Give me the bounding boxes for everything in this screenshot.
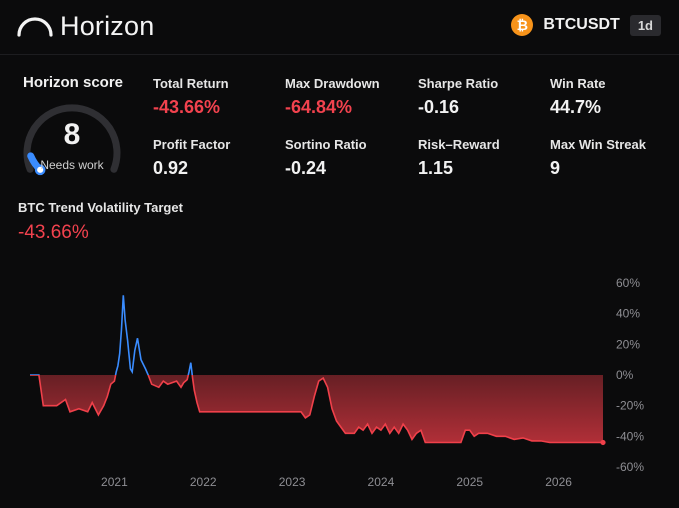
score-title: Horizon score	[22, 74, 124, 91]
metric-label: Total Return	[153, 76, 229, 91]
app-header: Horizon ₿ BTCUSDT 1d	[0, 0, 679, 55]
metric-label: Risk–Reward	[418, 137, 500, 152]
metric-value: 0.92	[153, 158, 189, 178]
score-label: Needs work	[40, 158, 104, 172]
drawdown-area	[30, 375, 603, 443]
metric-profit-factor: Profit Factor 0.92	[153, 137, 230, 179]
metric-sharpe-ratio: Sharpe Ratio -0.16	[418, 76, 498, 118]
x-tick-label: 2026	[545, 475, 572, 489]
horizon-logo[interactable]: Horizon	[16, 10, 154, 42]
score-gauge	[23, 104, 121, 176]
ticker-symbol[interactable]: BTCUSDT	[543, 16, 620, 33]
equity-line-negative	[30, 375, 603, 444]
y-tick-label: 0%	[616, 368, 634, 382]
metric-label: Max Drawdown	[285, 76, 380, 91]
bitcoin-icon: ₿	[511, 14, 534, 36]
y-tick-label: -40%	[616, 429, 644, 443]
x-tick-label: 2025	[456, 475, 483, 489]
metric-win-rate: Win Rate 44.7%	[550, 76, 606, 118]
x-tick-label: 2023	[279, 475, 306, 489]
app-name: Horizon	[60, 10, 155, 41]
metric-value: -0.24	[285, 158, 327, 178]
y-tick-label: 20%	[616, 337, 640, 351]
metric-sortino-ratio: Sortino Ratio -0.24	[285, 137, 367, 179]
metric-value: 1.15	[418, 158, 454, 178]
metric-value: -0.16	[418, 97, 460, 117]
metric-label: Win Rate	[550, 76, 606, 91]
metric-label: Sharpe Ratio	[418, 76, 499, 91]
gauge-marker-icon	[34, 164, 46, 176]
metric-total-return: Total Return -43.66%	[153, 76, 229, 118]
strategy-return: -43.66%	[18, 222, 89, 243]
metric-value: -43.66%	[153, 97, 221, 117]
equity-end-point	[600, 439, 606, 446]
metric-risk-reward: Risk–Reward 1.15	[418, 137, 500, 179]
ticker-selector[interactable]: ₿ BTCUSDT 1d	[511, 14, 661, 36]
equity-line-positive	[30, 295, 194, 375]
metric-label: Max Win Streak	[550, 137, 646, 152]
metric-value: -64.84%	[285, 97, 353, 117]
x-tick-label: 2024	[368, 475, 395, 489]
horizon-arc-icon	[17, 17, 53, 37]
metric-value: 9	[550, 158, 561, 178]
metric-label: Profit Factor	[153, 137, 231, 152]
metric-label: Sortino Ratio	[285, 137, 367, 152]
y-tick-label: 40%	[616, 307, 640, 321]
x-tick-label: 2022	[190, 475, 217, 489]
score-value: 8	[63, 118, 81, 151]
equity-chart[interactable]: 60% 40% 20% 0% -20% -40% -60% 2021 2022 2023 2024…	[0, 270, 679, 508]
metric-max-win-streak: Max Win Streak 9	[550, 137, 646, 179]
x-tick-label: 2021	[101, 475, 128, 489]
y-tick-label: -60%	[616, 460, 644, 474]
y-tick-label: 60%	[616, 276, 640, 290]
strategy-name: BTC Trend Volatility Target	[18, 200, 183, 215]
metric-max-drawdown: Max Drawdown -64.84%	[285, 76, 380, 118]
metric-value: 44.7%	[550, 97, 602, 117]
timeframe-badge[interactable]: 1d	[629, 14, 661, 36]
y-tick-label: -20%	[616, 399, 644, 413]
